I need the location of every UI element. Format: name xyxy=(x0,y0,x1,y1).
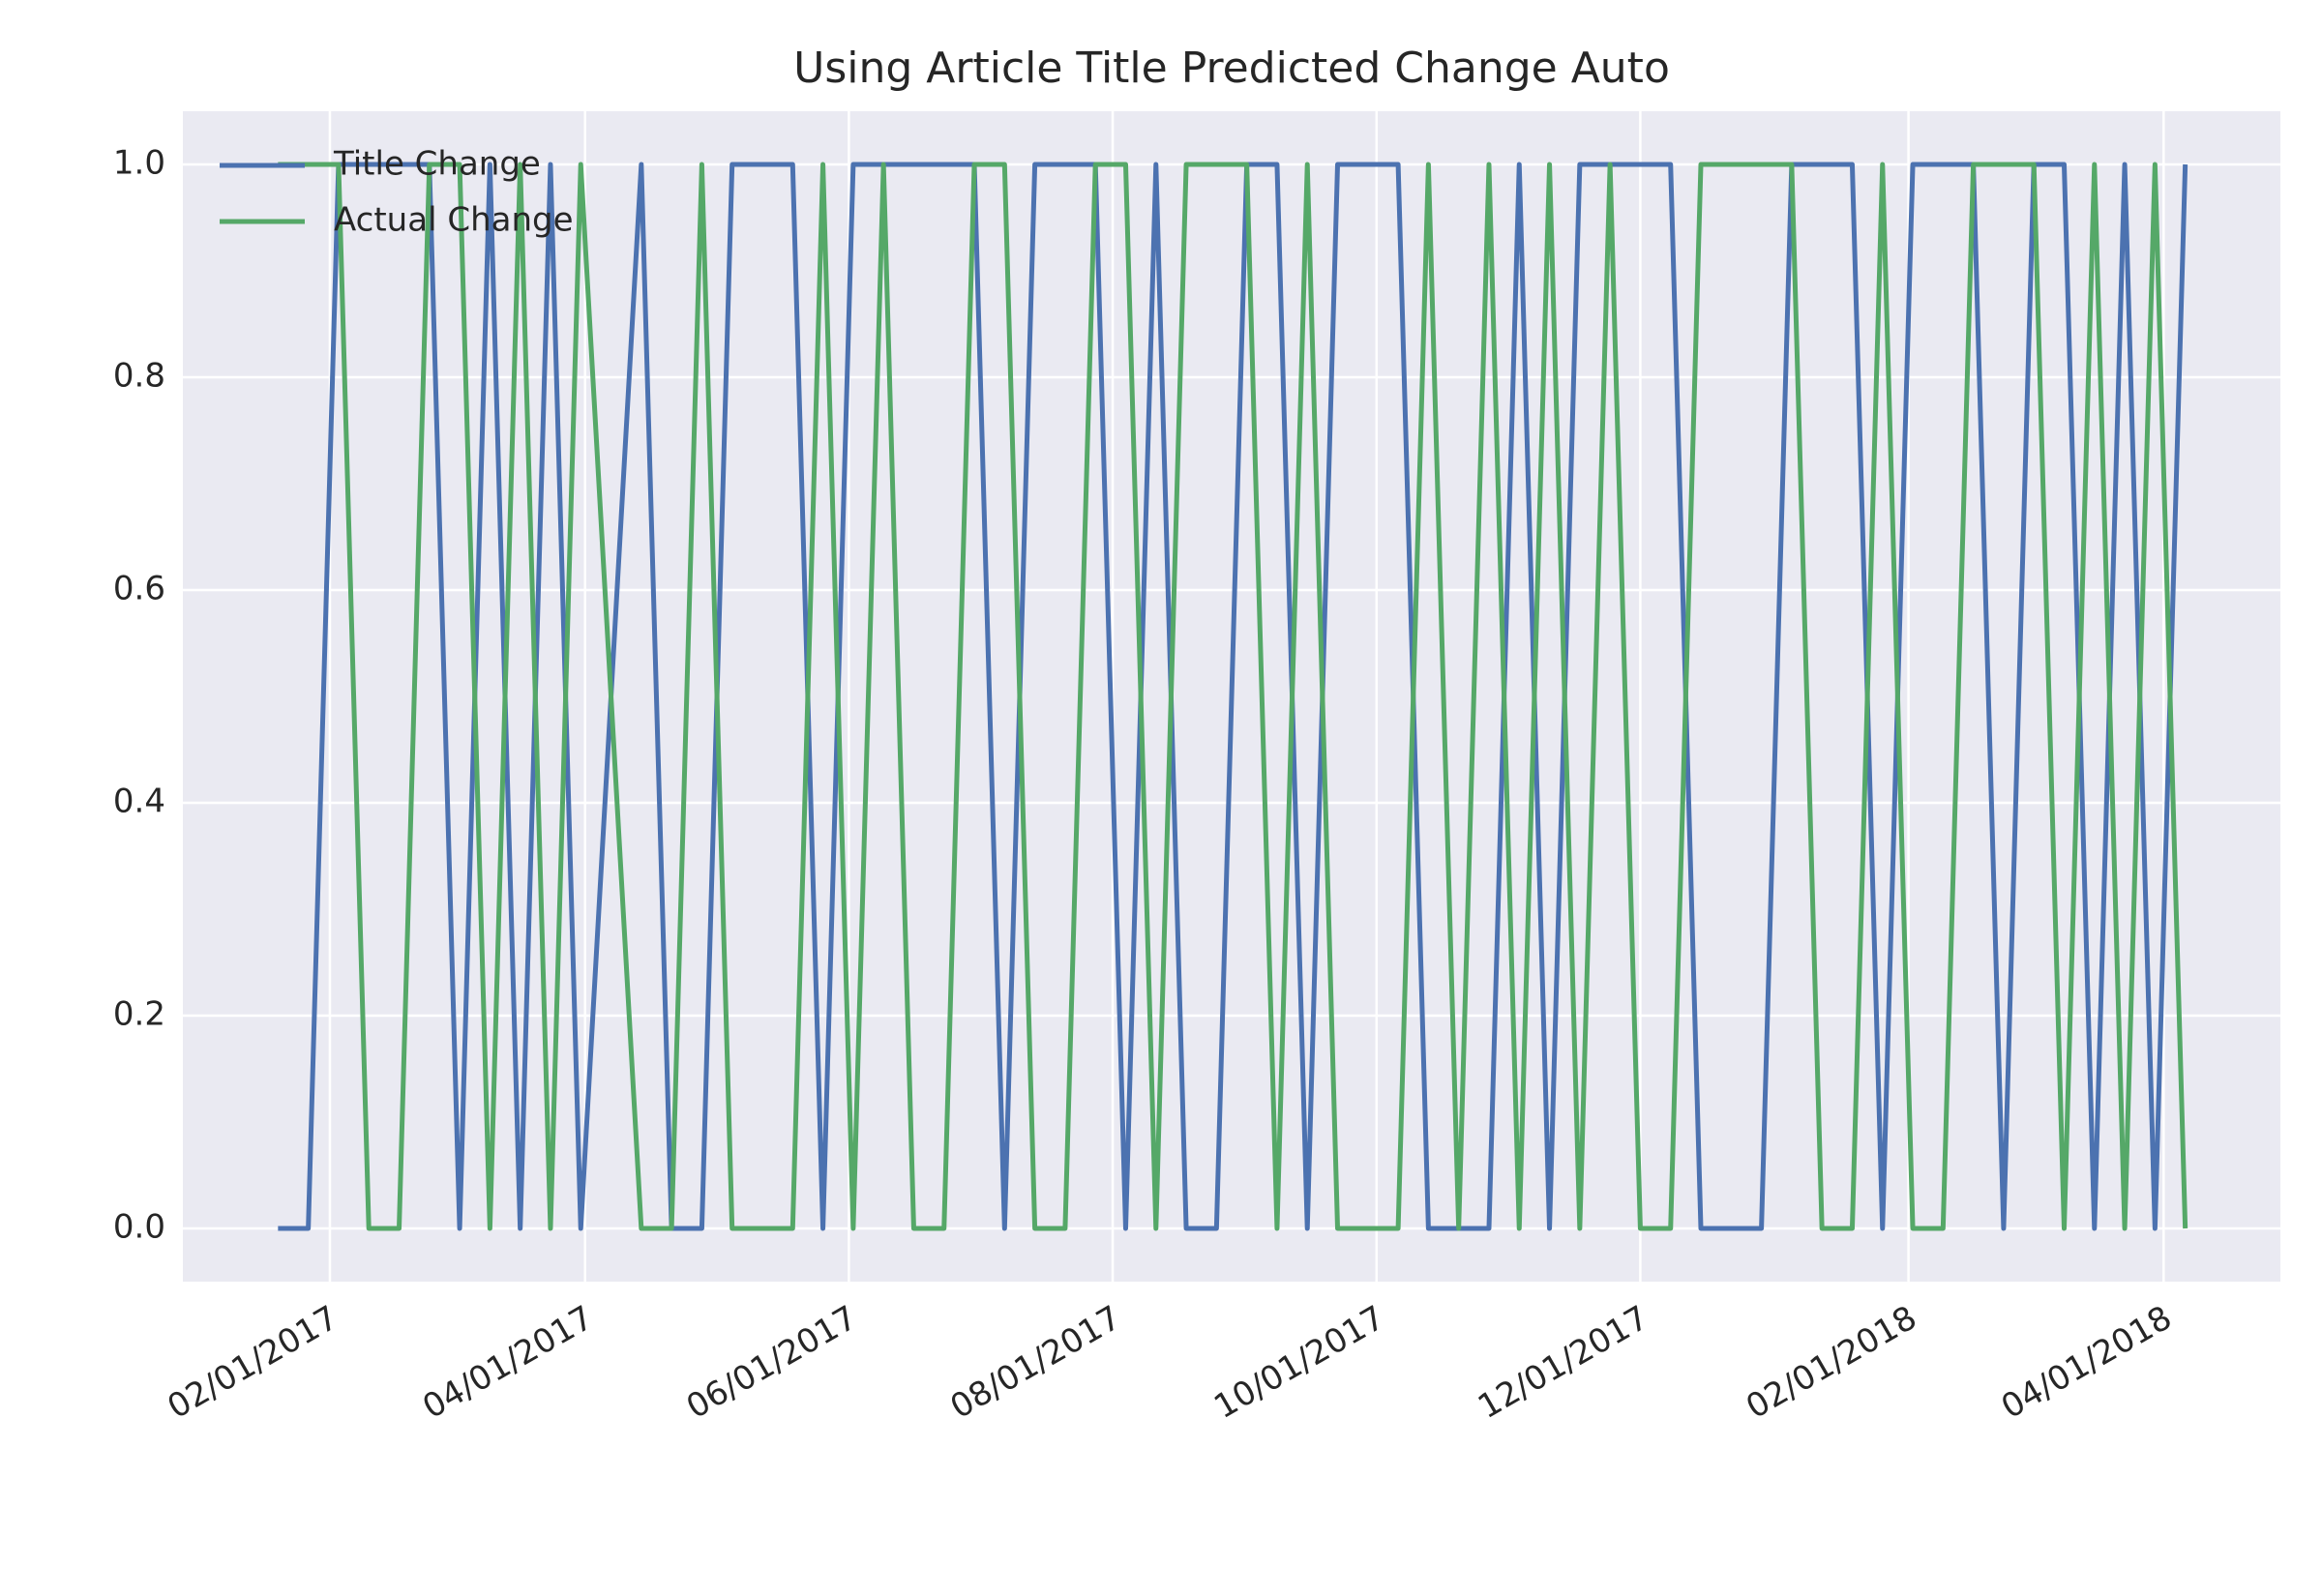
x-tick-label: 04/01/2017 xyxy=(416,1298,600,1427)
series-line xyxy=(278,162,2188,1231)
y-tick-label: 0.2 xyxy=(113,995,165,1034)
legend-label: Title Change xyxy=(333,145,541,184)
x-tick-label: 04/01/2018 xyxy=(1995,1298,2179,1427)
x-tick-label: 08/01/2017 xyxy=(944,1298,1128,1427)
legend-label: Actual Change xyxy=(334,201,574,240)
chart-title: Using Article Title Predicted Change Aut… xyxy=(793,44,1670,93)
x-tick-label: 12/01/2017 xyxy=(1472,1298,1655,1427)
y-tick-label: 0.6 xyxy=(113,570,165,608)
x-tick-label: 02/01/2018 xyxy=(1740,1298,1923,1427)
x-tick-label: 10/01/2017 xyxy=(1207,1298,1391,1427)
y-tick-label: 0.0 xyxy=(113,1208,165,1247)
x-tick-label: 06/01/2017 xyxy=(680,1298,864,1427)
y-tick-label: 0.4 xyxy=(113,783,165,821)
y-tick-label: 0.8 xyxy=(113,357,165,396)
y-tick-label: 1.0 xyxy=(113,144,165,183)
x-tick-label: 02/01/2017 xyxy=(162,1298,345,1427)
